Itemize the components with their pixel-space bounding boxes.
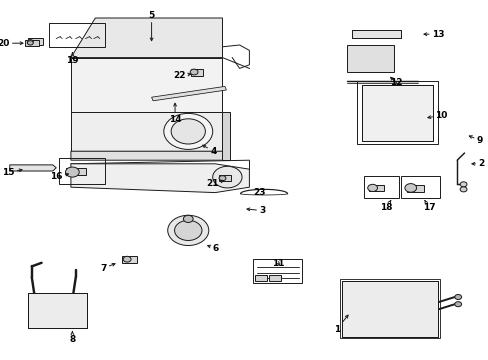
Polygon shape (71, 151, 229, 160)
Circle shape (212, 166, 242, 188)
Bar (351, 30, 400, 38)
Text: 23: 23 (253, 188, 265, 197)
Text: 4: 4 (202, 145, 216, 156)
Bar (400, 176, 439, 198)
Circle shape (459, 187, 466, 192)
Text: 12: 12 (389, 77, 402, 87)
Circle shape (454, 302, 461, 307)
Bar (255, 275, 267, 281)
Circle shape (183, 215, 193, 222)
Circle shape (163, 113, 212, 149)
Circle shape (65, 167, 79, 177)
Bar (122, 256, 137, 263)
Polygon shape (10, 165, 56, 171)
Circle shape (219, 176, 225, 181)
Circle shape (404, 184, 416, 192)
Circle shape (171, 119, 205, 144)
Bar (368, 185, 383, 191)
Text: 21: 21 (206, 179, 223, 188)
Text: 10: 10 (427, 111, 447, 120)
Circle shape (167, 215, 208, 246)
Bar (339, 279, 439, 338)
Text: 9: 9 (468, 136, 482, 145)
Text: 20: 20 (0, 39, 23, 48)
Text: 17: 17 (422, 201, 435, 212)
Circle shape (190, 69, 198, 75)
Polygon shape (71, 164, 249, 193)
Bar (361, 85, 432, 141)
Bar (406, 185, 423, 192)
Text: 5: 5 (148, 11, 154, 41)
Circle shape (123, 256, 131, 262)
Polygon shape (71, 18, 222, 58)
Bar (190, 69, 203, 76)
Polygon shape (71, 112, 222, 151)
Polygon shape (71, 58, 222, 112)
Text: 18: 18 (379, 201, 392, 212)
Bar (49, 23, 105, 47)
Bar (66, 168, 85, 175)
Bar (361, 85, 432, 141)
Circle shape (459, 182, 466, 187)
Text: 14: 14 (168, 103, 181, 124)
Text: 22: 22 (173, 71, 190, 80)
Text: 3: 3 (246, 206, 265, 215)
Bar (28, 38, 43, 45)
Bar (28, 293, 87, 328)
Text: 2: 2 (471, 159, 484, 168)
Bar (219, 175, 231, 181)
Circle shape (454, 294, 461, 300)
Polygon shape (222, 112, 229, 160)
Bar (28, 293, 87, 328)
Bar (59, 158, 105, 184)
Text: 16: 16 (50, 172, 68, 181)
Circle shape (27, 41, 33, 45)
Circle shape (367, 184, 377, 192)
Text: 11: 11 (272, 259, 285, 268)
Text: 15: 15 (2, 168, 22, 177)
Text: 13: 13 (423, 30, 444, 39)
Circle shape (27, 40, 33, 44)
Bar (342, 281, 437, 337)
Bar (25, 40, 39, 46)
Text: 7: 7 (100, 264, 115, 273)
Bar (364, 176, 398, 198)
Text: 19: 19 (66, 53, 79, 65)
Bar (342, 281, 437, 337)
Bar (253, 259, 302, 283)
Text: 6: 6 (207, 244, 219, 253)
Bar (346, 45, 393, 72)
Text: 8: 8 (69, 332, 75, 344)
Text: 1: 1 (333, 315, 347, 334)
Bar (268, 275, 281, 281)
Polygon shape (151, 86, 226, 101)
Bar (356, 81, 437, 144)
Circle shape (174, 220, 202, 240)
